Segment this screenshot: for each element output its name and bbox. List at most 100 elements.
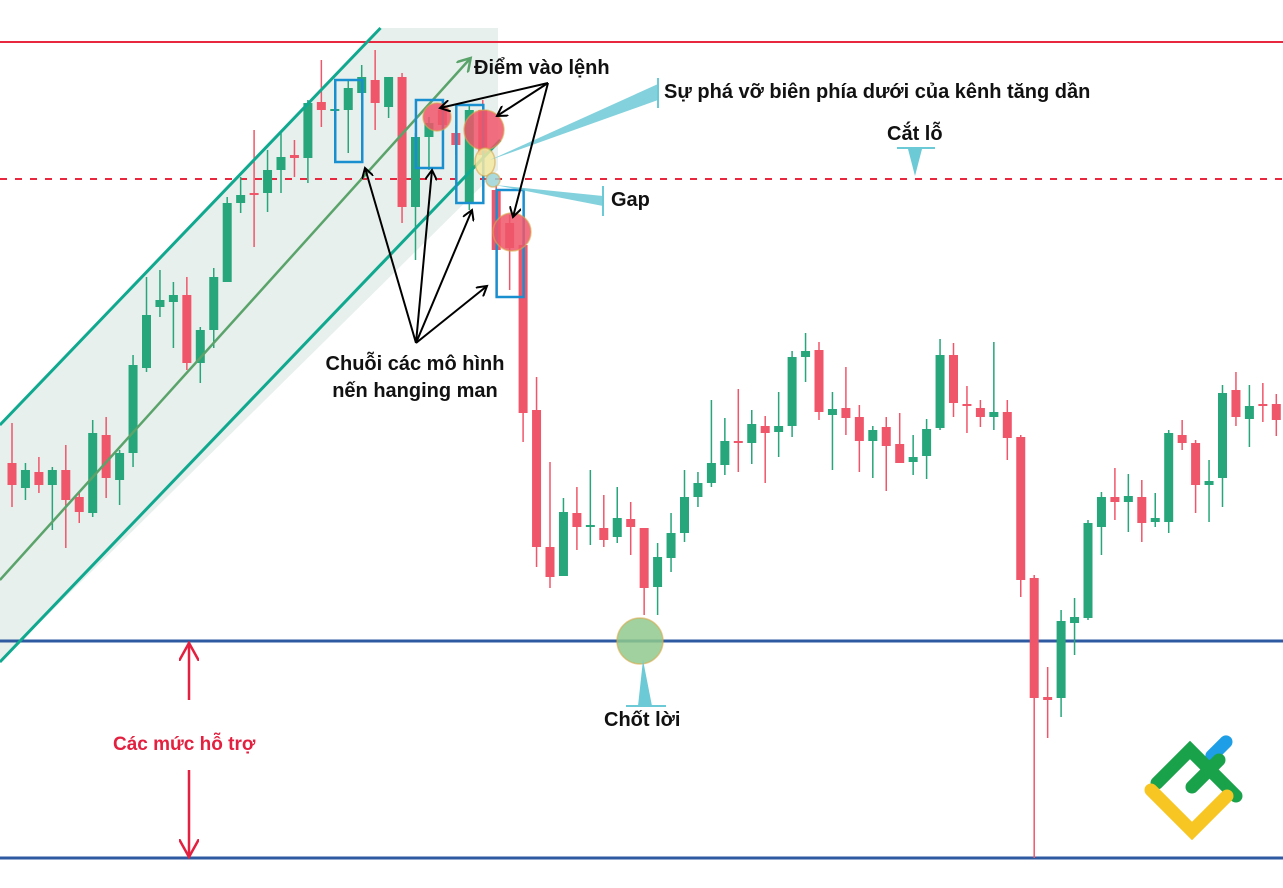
stop-loss-label: Cắt lỗ xyxy=(887,123,943,145)
candle-bullish xyxy=(585,525,595,527)
candle-bullish xyxy=(787,357,797,426)
candle-bearish xyxy=(1191,443,1201,485)
candle-bearish xyxy=(397,77,407,207)
candle-bullish xyxy=(706,463,716,483)
candle-bullish xyxy=(343,88,353,110)
gap-callout xyxy=(495,185,603,206)
candle-bearish xyxy=(854,417,864,441)
candle-bearish xyxy=(760,426,770,433)
candle-bullish xyxy=(155,300,165,307)
stop-loss-marker xyxy=(908,149,922,176)
candle-bullish xyxy=(827,409,837,415)
take-profit-label: Chốt lời xyxy=(604,709,681,731)
candle-bullish xyxy=(411,137,420,207)
candle-bullish xyxy=(1150,518,1160,522)
candle-bullish xyxy=(142,315,151,368)
candle-bearish xyxy=(733,441,743,443)
candle-bullish xyxy=(680,497,689,533)
candle-bullish xyxy=(989,412,999,417)
candle-bearish xyxy=(316,102,326,110)
candle-bullish xyxy=(464,110,474,203)
candle-bullish xyxy=(1096,497,1106,527)
candle-bullish xyxy=(424,123,434,137)
candle-bearish xyxy=(34,472,44,485)
candle-bullish xyxy=(922,429,932,456)
hanging-man-label: Chuỗi các mô hình nến hanging man xyxy=(305,351,525,405)
candle-bullish xyxy=(115,453,125,480)
candle-bullish xyxy=(908,457,918,462)
candle-bearish xyxy=(182,295,192,363)
candle-bullish xyxy=(209,277,219,330)
candle-bullish xyxy=(128,365,138,453)
candle-bullish xyxy=(747,424,757,443)
hanging-man-box xyxy=(414,98,445,170)
candle-bullish xyxy=(693,483,703,497)
breakout-label: Sự phá vỡ biên phía dưới của kênh tăng d… xyxy=(664,81,1091,103)
candle-bearish xyxy=(814,350,824,412)
hanging-man-arrow xyxy=(365,168,417,344)
support-levels-label: Các mức hỗ trợ xyxy=(113,734,256,755)
candle-bearish xyxy=(599,528,609,540)
channel-mid-arrow xyxy=(0,58,471,581)
candle-bullish xyxy=(47,470,57,485)
candle-bullish xyxy=(384,77,394,107)
candle-bullish xyxy=(236,195,246,203)
channel-fill xyxy=(0,28,498,662)
candle-bullish xyxy=(1056,621,1066,698)
candle-bearish xyxy=(1002,412,1012,438)
candle-bearish xyxy=(532,410,542,547)
candle-bearish xyxy=(1137,497,1147,523)
candle-bearish xyxy=(1231,390,1241,417)
candle-bearish xyxy=(572,513,582,527)
gap-label: Gap xyxy=(611,189,650,211)
candle-bullish xyxy=(612,518,622,537)
candle-bullish xyxy=(1218,393,1227,478)
candle-bearish xyxy=(74,497,84,512)
candle-bullish xyxy=(1164,433,1174,522)
candle-bullish xyxy=(1244,406,1254,419)
candle-bearish xyxy=(518,245,528,413)
candle-bullish xyxy=(666,533,676,558)
candle-bullish xyxy=(276,157,286,170)
candle-bearish xyxy=(7,463,17,485)
candle-bullish xyxy=(1070,617,1080,623)
candle-bearish xyxy=(1043,697,1053,700)
take-profit-marker xyxy=(638,660,652,706)
candle-bearish xyxy=(975,408,985,417)
candle-bearish xyxy=(61,470,71,500)
candle-bearish xyxy=(1177,435,1187,443)
hanging-man-label-line1: Chuỗi các mô hình xyxy=(325,353,505,375)
candle-bearish xyxy=(1271,404,1281,420)
candle-bearish xyxy=(249,193,259,195)
candle-bearish xyxy=(1016,437,1026,580)
candle-bullish xyxy=(720,441,730,465)
candle-bullish xyxy=(1123,496,1133,502)
candle-bearish xyxy=(639,528,649,588)
hanging-man-arrow xyxy=(415,286,487,344)
candle-bearish xyxy=(545,547,555,577)
candle-bullish xyxy=(168,295,178,302)
hanging-man-label-line2: nến hanging man xyxy=(332,380,498,402)
candle-bullish xyxy=(20,470,30,488)
candle-bearish xyxy=(962,404,972,406)
candle-bearish xyxy=(626,519,636,527)
candle-bearish xyxy=(289,155,299,158)
candle-bullish xyxy=(653,557,663,587)
entry-arrow xyxy=(497,82,549,116)
candle-bullish xyxy=(558,512,568,576)
entry-arrow xyxy=(513,82,549,217)
channel-upper-line xyxy=(0,26,382,427)
hanging-man-arrow xyxy=(415,210,472,344)
candle-bullish xyxy=(263,170,273,193)
candle-bullish xyxy=(195,330,205,363)
candle-bullish xyxy=(868,430,878,441)
take-profit-circle xyxy=(616,617,664,665)
channel-lower-line xyxy=(0,138,502,664)
entry-point-label: Điểm vào lệnh xyxy=(474,57,610,79)
candle-bearish xyxy=(949,355,958,403)
entry-circle xyxy=(492,212,532,252)
gap-circle xyxy=(485,172,501,188)
candle-bearish xyxy=(895,444,905,463)
